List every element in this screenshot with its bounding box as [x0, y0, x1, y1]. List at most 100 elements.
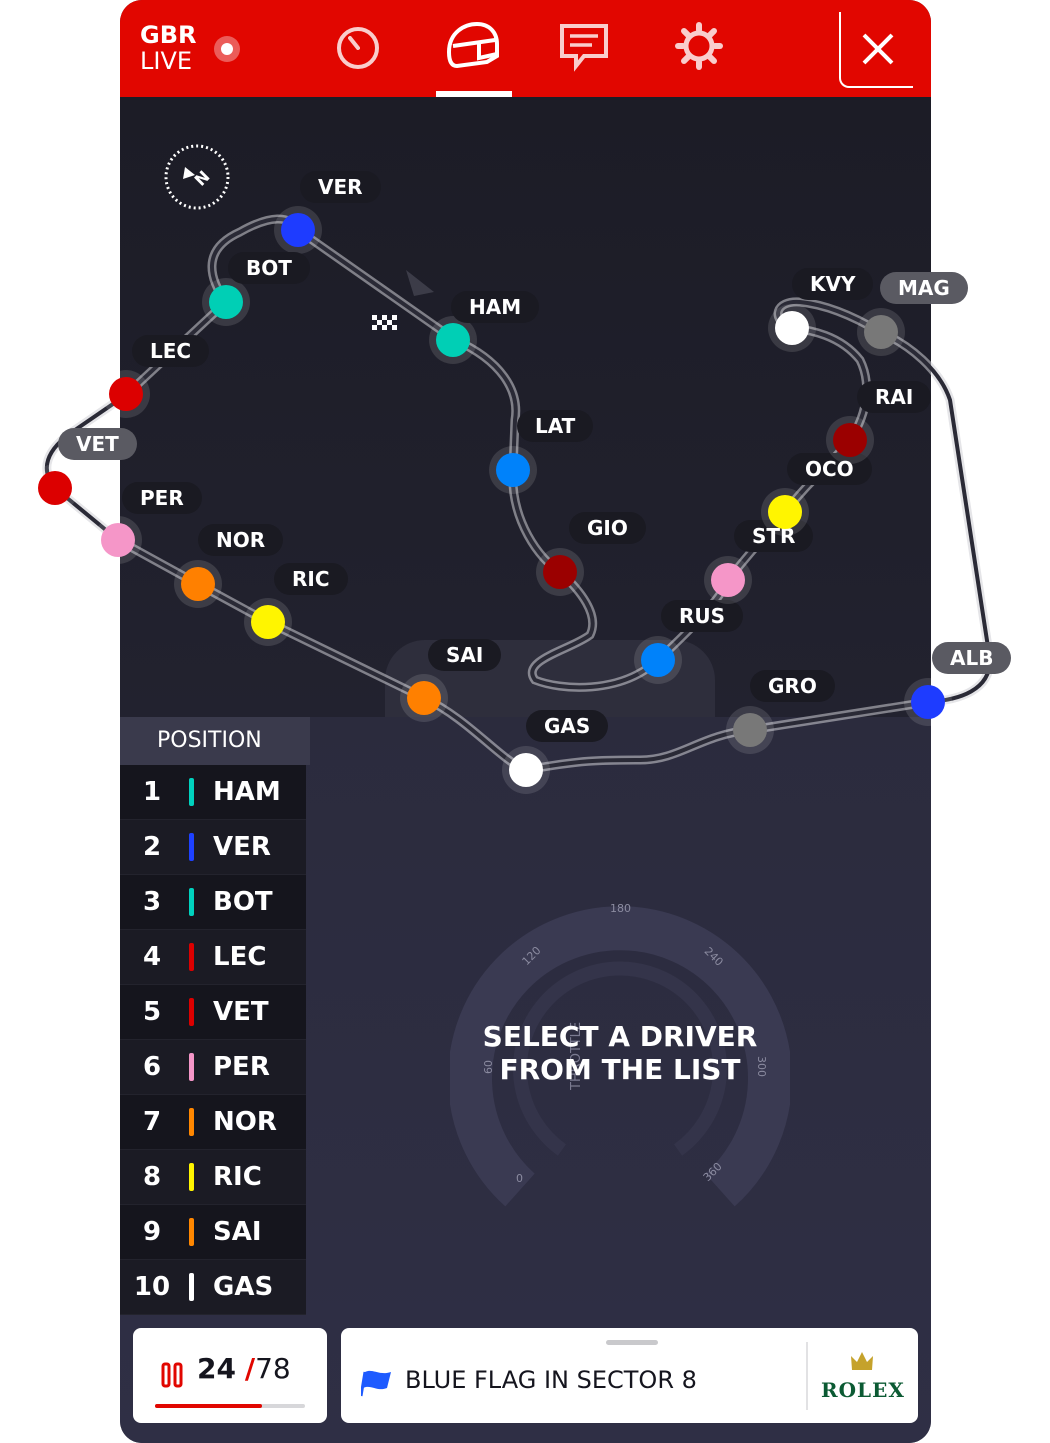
- position-row[interactable]: 5 VET: [120, 985, 306, 1040]
- lap-counter: 24 /78: [197, 1352, 291, 1385]
- throttle-label: THROTTLE: [569, 1022, 584, 1091]
- position-number: 5: [142, 997, 162, 1027]
- driver-label-gro[interactable]: GRO: [750, 670, 835, 702]
- select-driver-line2: FROM THE LIST: [499, 1053, 741, 1086]
- lap-icon: [161, 1362, 183, 1388]
- driver-dot-rus[interactable]: [641, 643, 675, 677]
- team-color-bar: [189, 778, 194, 806]
- position-row[interactable]: 2 VER: [120, 820, 306, 875]
- race-control-card[interactable]: BLUE FLAG IN SECTOR 8 ROLEX: [341, 1328, 918, 1423]
- driver-label-ham[interactable]: HAM: [451, 291, 540, 323]
- driver-dot-gro[interactable]: [733, 713, 767, 747]
- driver-dot-nor[interactable]: [181, 567, 215, 601]
- driver-label-sai[interactable]: SAI: [428, 639, 502, 671]
- driver-code: LEC: [213, 942, 267, 972]
- select-driver-line1: SELECT A DRIVER: [482, 1020, 758, 1053]
- driver-dot-gio[interactable]: [543, 555, 577, 589]
- driver-dot-gas[interactable]: [509, 753, 543, 787]
- helmet-icon[interactable]: [443, 18, 499, 74]
- driver-label-lec[interactable]: LEC: [132, 335, 210, 367]
- driver-dot-ham[interactable]: [436, 323, 470, 357]
- driver-code: NOR: [213, 1107, 277, 1137]
- team-color-bar: [189, 1273, 194, 1301]
- driver-label-gio[interactable]: GIO: [569, 512, 646, 544]
- driver-code: BOT: [213, 887, 273, 917]
- timer-icon[interactable]: [330, 18, 386, 74]
- race-control-message: BLUE FLAG IN SECTOR 8: [405, 1366, 697, 1394]
- position-number: 1: [142, 777, 162, 807]
- driver-label-mag[interactable]: MAG: [880, 272, 968, 304]
- driver-label-rai[interactable]: RAI: [857, 381, 932, 413]
- position-row[interactable]: 8 RIC: [120, 1150, 306, 1205]
- driver-code: PER: [213, 1052, 270, 1082]
- driver-dot-ver[interactable]: [281, 213, 315, 247]
- driver-code: VER: [213, 832, 271, 862]
- gauge-tick: 180: [610, 902, 631, 915]
- position-number: 7: [142, 1107, 162, 1137]
- driver-code: SAI: [213, 1217, 262, 1247]
- gauge-tick: 300: [755, 1056, 768, 1077]
- driver-label-vet[interactable]: VET: [58, 428, 137, 460]
- driver-label-bot[interactable]: BOT: [228, 252, 310, 284]
- active-tab-indicator: [436, 91, 512, 97]
- position-list: 1 HAM 2 VER 3 BOT 4 LEC 5 VET 6 PER: [120, 765, 306, 1315]
- lap-current: 24: [197, 1352, 236, 1385]
- select-driver-message: SELECT A DRIVER FROM THE LIST: [440, 1020, 800, 1086]
- position-row[interactable]: 3 BOT: [120, 875, 306, 930]
- position-number: 10: [133, 1272, 171, 1302]
- position-row[interactable]: 7 NOR: [120, 1095, 306, 1150]
- driver-label-rus[interactable]: RUS: [661, 600, 744, 632]
- chat-icon[interactable]: [556, 18, 612, 74]
- driver-dot-kvy[interactable]: [775, 311, 809, 345]
- position-row[interactable]: 10 GAS: [120, 1260, 306, 1315]
- position-number: 8: [142, 1162, 162, 1192]
- position-row[interactable]: 1 HAM: [120, 765, 306, 820]
- driver-code: RIC: [213, 1162, 262, 1192]
- position-row[interactable]: 4 LEC: [120, 930, 306, 985]
- team-color-bar: [189, 1218, 194, 1246]
- settings-icon[interactable]: [671, 18, 727, 74]
- driver-dot-oco[interactable]: [768, 495, 802, 529]
- brand: GBR LIVE: [140, 22, 196, 74]
- position-row[interactable]: 6 PER: [120, 1040, 306, 1095]
- position-number: 4: [142, 942, 162, 972]
- top-bar: GBR LIVE: [120, 0, 931, 97]
- team-color-bar: [189, 1108, 194, 1136]
- driver-dot-ric[interactable]: [251, 605, 285, 639]
- lap-counter-card[interactable]: 24 /78: [133, 1328, 327, 1423]
- driver-dot-str[interactable]: [711, 563, 745, 597]
- driver-dot-mag[interactable]: [864, 315, 898, 349]
- drag-handle[interactable]: [606, 1340, 658, 1345]
- driver-dot-sai[interactable]: [407, 681, 441, 715]
- driver-dot-rai[interactable]: [833, 423, 867, 457]
- driver-dot-lec[interactable]: [109, 377, 143, 411]
- driver-label-kvy[interactable]: KVY: [792, 268, 874, 300]
- close-button[interactable]: [839, 12, 913, 88]
- blue-flag-icon: [361, 1370, 391, 1397]
- lap-separator: /: [244, 1352, 256, 1385]
- team-color-bar: [189, 833, 194, 861]
- driver-dot-per[interactable]: [101, 523, 135, 557]
- position-number: 6: [142, 1052, 162, 1082]
- driver-label-per[interactable]: PER: [122, 482, 202, 514]
- position-number: 9: [142, 1217, 162, 1247]
- driver-label-nor[interactable]: NOR: [198, 524, 284, 556]
- position-row[interactable]: 9 SAI: [120, 1205, 306, 1260]
- driver-dot-alb[interactable]: [911, 685, 945, 719]
- team-color-bar: [189, 1163, 194, 1191]
- driver-label-gas[interactable]: GAS: [526, 710, 609, 742]
- driver-label-alb[interactable]: ALB: [932, 642, 1012, 674]
- driver-label-lat[interactable]: LAT: [517, 410, 594, 442]
- position-header: POSITION: [120, 717, 310, 765]
- speed-gauge: 0 60 120 180 240 300 360 THROTTLE: [450, 902, 790, 1207]
- driver-dot-vet[interactable]: [38, 471, 72, 505]
- live-indicator-icon: [214, 36, 240, 62]
- driver-dot-bot[interactable]: [209, 285, 243, 319]
- driver-code: HAM: [213, 777, 281, 807]
- driver-label-ver[interactable]: VER: [300, 171, 381, 203]
- driver-dot-lat[interactable]: [496, 453, 530, 487]
- gauge-tick: 60: [482, 1060, 495, 1074]
- driver-label-oco[interactable]: OCO: [787, 453, 872, 485]
- lap-progress-bar: [155, 1404, 305, 1408]
- driver-label-ric[interactable]: RIC: [274, 563, 348, 595]
